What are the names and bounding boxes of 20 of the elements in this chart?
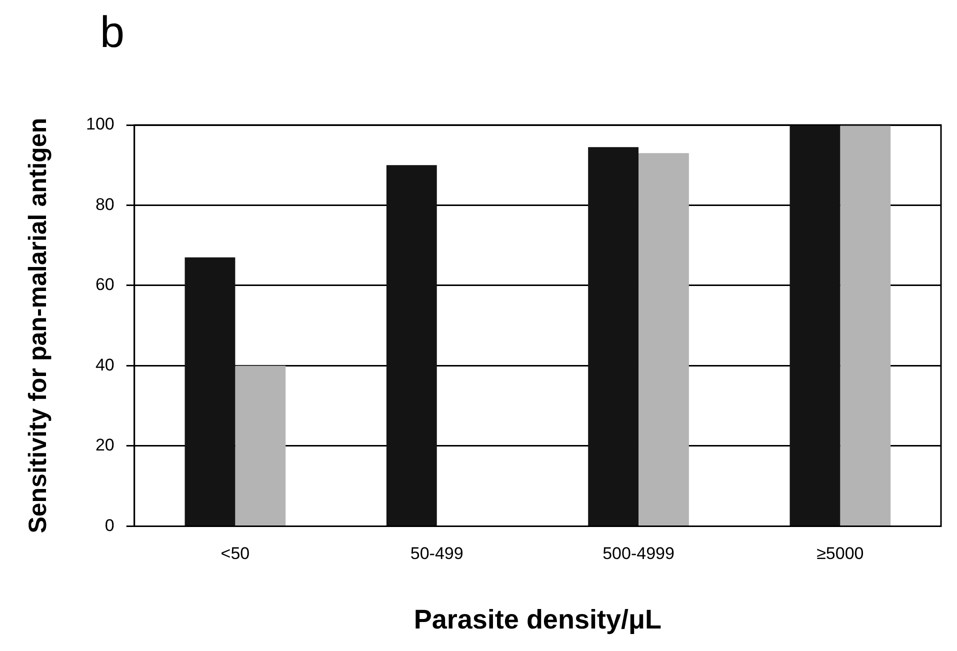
x-tick-label: ≥5000 (816, 544, 864, 564)
bar (386, 165, 437, 526)
bar (840, 125, 891, 526)
x-axis-title: Parasite density/μL (414, 604, 662, 634)
y-tick-label: 20 (95, 436, 114, 455)
bar (235, 366, 286, 526)
bar (184, 257, 236, 526)
bar (790, 125, 840, 526)
y-axis-title: Sensitivity for pan-malarial antigen (24, 118, 52, 534)
bar (588, 147, 639, 526)
y-tick-label: 100 (86, 114, 114, 134)
x-tick-label: <50 (220, 544, 250, 564)
text: b (100, 8, 124, 58)
y-tick-label: 80 (95, 194, 114, 214)
y-tick-label: 40 (95, 355, 114, 374)
bar (638, 153, 689, 526)
x-tick-label: 50-499 (410, 544, 464, 564)
y-tick-label: 0 (104, 516, 114, 535)
y-tick-label: 60 (95, 275, 114, 294)
x-tick-label: 500-4999 (602, 544, 674, 564)
